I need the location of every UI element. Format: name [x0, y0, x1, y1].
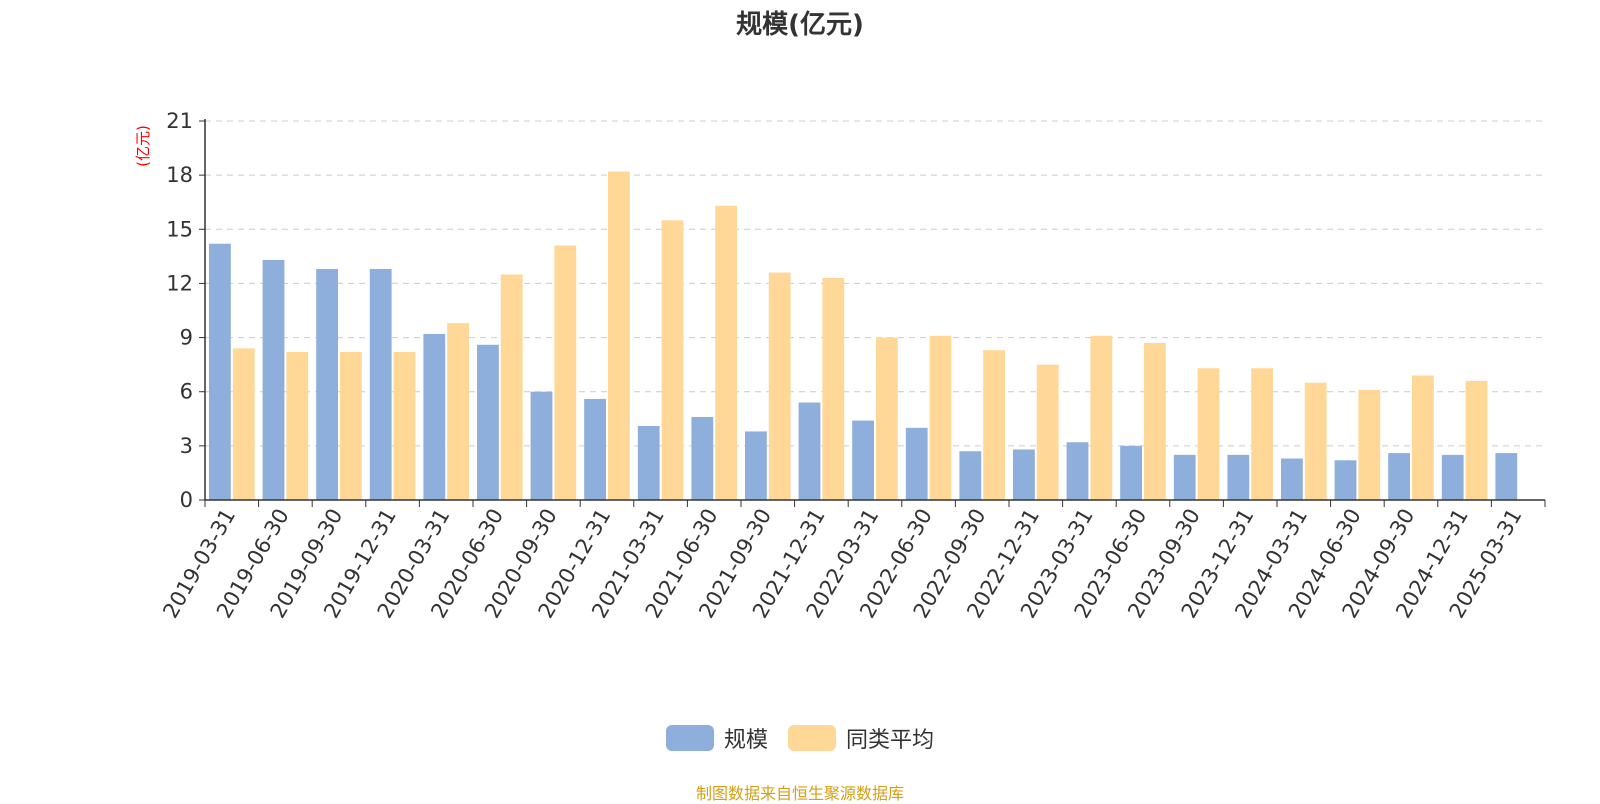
- source-note: 制图数据来自恒生聚源数据库: [695, 784, 904, 803]
- bars: [209, 171, 1518, 501]
- axes: [204, 119, 1545, 501]
- legend-item-peer-average[interactable]: 同类平均: [788, 722, 934, 754]
- bar-scale[interactable]: [959, 451, 982, 500]
- bar-peer-average[interactable]: [929, 335, 952, 500]
- bar-peer-average[interactable]: [661, 220, 684, 500]
- bar-peer-average[interactable]: [286, 352, 309, 500]
- y-tick-label: 15: [166, 217, 193, 241]
- bar-peer-average[interactable]: [340, 352, 362, 500]
- bar-scale[interactable]: [691, 416, 714, 500]
- y-tick-label: 3: [180, 434, 193, 458]
- bar-peer-average[interactable]: [608, 171, 630, 501]
- bar-scale[interactable]: [745, 431, 767, 500]
- legend-swatch-peer-average: [788, 725, 836, 751]
- bar-scale[interactable]: [1066, 442, 1089, 500]
- bar-peer-average[interactable]: [232, 348, 255, 500]
- chart-title: 规模(亿元): [736, 10, 864, 40]
- bar-scale[interactable]: [852, 420, 874, 500]
- bar-scale[interactable]: [798, 402, 821, 500]
- y-tick-label: 6: [180, 380, 193, 404]
- bar-peer-average[interactable]: [1090, 335, 1113, 500]
- legend-swatch-scale: [665, 725, 714, 751]
- bar-scale[interactable]: [584, 398, 606, 500]
- bar-scale[interactable]: [1495, 453, 1518, 500]
- bar-scale[interactable]: [1281, 458, 1303, 500]
- bar-scale[interactable]: [477, 344, 499, 500]
- bar-scale[interactable]: [423, 333, 446, 500]
- bar-scale[interactable]: [316, 268, 338, 500]
- legend-label-scale: 规模: [723, 728, 768, 753]
- bar-peer-average[interactable]: [393, 352, 416, 500]
- bar-scale[interactable]: [1013, 449, 1035, 500]
- bar-peer-average[interactable]: [1304, 382, 1327, 500]
- bar-peer-average[interactable]: [983, 350, 1005, 500]
- bar-scale[interactable]: [905, 427, 928, 500]
- bar-scale[interactable]: [1388, 453, 1410, 500]
- bar-scale[interactable]: [209, 243, 231, 500]
- bar-peer-average[interactable]: [1144, 342, 1166, 500]
- y-tick-label: 0: [180, 488, 193, 512]
- bar-scale[interactable]: [1120, 445, 1142, 500]
- bar-scale[interactable]: [1334, 460, 1357, 500]
- bar-scale[interactable]: [1227, 454, 1250, 500]
- bar-peer-average[interactable]: [1197, 368, 1220, 500]
- bar-scale[interactable]: [369, 268, 392, 500]
- bar-peer-average[interactable]: [1465, 380, 1488, 500]
- bar-peer-average[interactable]: [1412, 375, 1434, 500]
- legend-item-scale[interactable]: 规模: [665, 722, 768, 754]
- chart-area: 0 3 6 9 12 15 18 21 (亿元) 2019-03-312019-06-3020…: [134, 109, 1546, 622]
- bar-peer-average[interactable]: [1036, 364, 1059, 500]
- bar-peer-average[interactable]: [876, 337, 898, 500]
- bar-peer-average[interactable]: [447, 323, 469, 500]
- bar-peer-average[interactable]: [1358, 389, 1381, 500]
- bar-peer-average[interactable]: [554, 245, 577, 500]
- bar-scale[interactable]: [1441, 454, 1464, 500]
- y-tick-label: 18: [166, 163, 193, 187]
- y-tick-label: 9: [180, 326, 193, 350]
- bar-scale[interactable]: [1173, 454, 1196, 500]
- bar-peer-average[interactable]: [768, 272, 791, 500]
- y-tick-label: 21: [166, 109, 193, 133]
- bar-peer-average[interactable]: [715, 205, 737, 501]
- y-tick-label: 12: [166, 271, 193, 295]
- legend: 规模 同类平均: [0, 722, 1600, 754]
- bar-peer-average[interactable]: [1251, 368, 1273, 500]
- bar-peer-average[interactable]: [500, 274, 523, 500]
- bar-scale[interactable]: [530, 391, 553, 500]
- bar-peer-average[interactable]: [822, 278, 845, 500]
- x-axis-ticks: 2019-03-312019-06-302019-09-302019-12-31…: [158, 500, 1546, 622]
- legend-label-peer-average: 同类平均: [846, 728, 935, 753]
- bar-scale[interactable]: [637, 426, 660, 500]
- y-axis-label: (亿元): [134, 125, 152, 167]
- y-axis-ticks: 0 3 6 9 12 15 18 21: [166, 109, 205, 512]
- bar-scale[interactable]: [262, 259, 285, 500]
